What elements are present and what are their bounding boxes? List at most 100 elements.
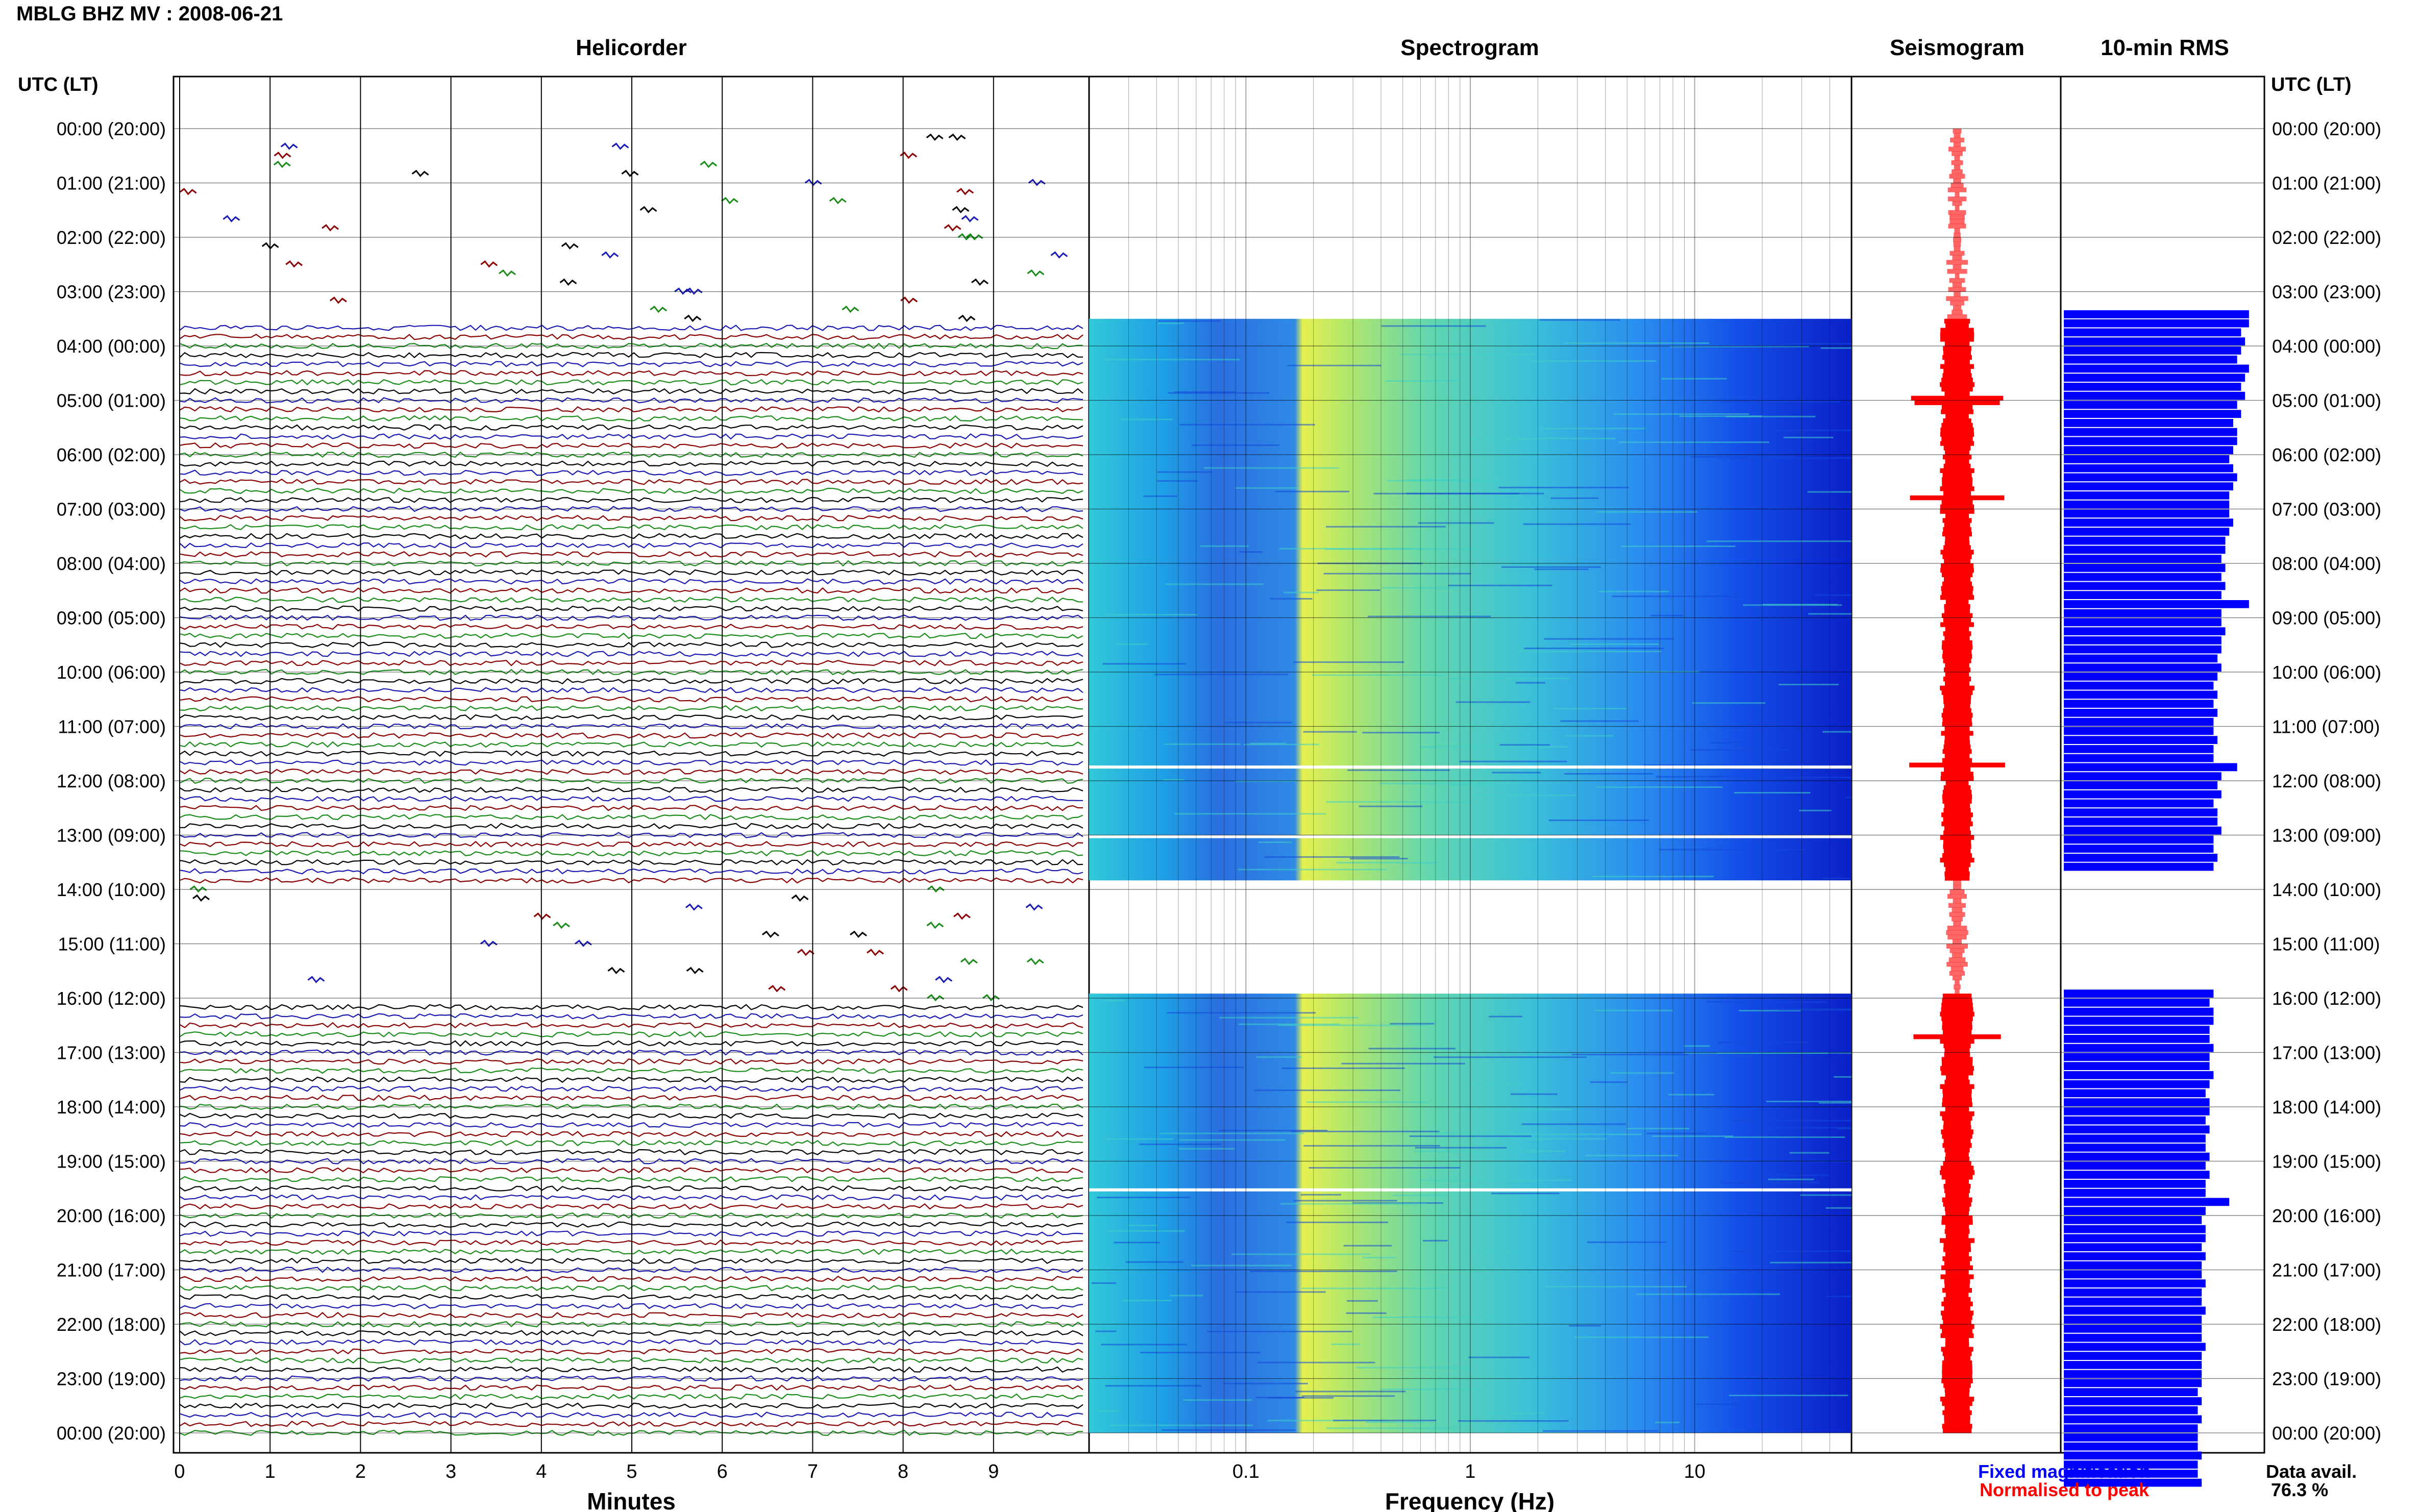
spectrogram-streak xyxy=(1770,429,1852,431)
seismogram-segment xyxy=(1943,527,1971,532)
seismogram-segment xyxy=(1945,323,1969,328)
helicorder-blip xyxy=(768,985,786,993)
time-tick-label-right: 23:00 (19:00) xyxy=(2272,1369,2381,1390)
seismogram-segment xyxy=(1951,183,1964,188)
spectrogram-streak xyxy=(1742,1174,1830,1176)
rms-bar xyxy=(2064,491,2230,500)
helicorder-blip xyxy=(890,985,908,993)
seismogram-segment xyxy=(1940,1324,1974,1329)
seismogram-segment xyxy=(1944,803,1970,808)
rms-bar xyxy=(2064,1180,2206,1188)
minutes-axis-title: Minutes xyxy=(587,1488,676,1512)
seismogram-segment xyxy=(1940,509,1974,514)
helicorder-trace-line xyxy=(179,325,1083,332)
helicorder-trace-line xyxy=(179,1085,1083,1092)
rms-bar xyxy=(2064,1007,2214,1016)
spectrogram-streak xyxy=(1769,1261,1852,1263)
seismogram-segment xyxy=(1943,1125,1971,1130)
helicorder-blip xyxy=(411,169,429,177)
seismogram-segment xyxy=(1943,817,1971,822)
spectrogram-streak xyxy=(1732,1120,1852,1122)
rms-bar xyxy=(2064,446,2233,454)
spectrogram-streak xyxy=(1550,497,1598,499)
seismogram-segment xyxy=(1943,1161,1971,1166)
seismogram-segment xyxy=(1952,310,1963,315)
seismogram-segment xyxy=(1942,1365,1972,1370)
seismogram-segment xyxy=(1940,1111,1974,1117)
helicorder-blip xyxy=(329,296,347,304)
helicorder-blip xyxy=(935,976,953,983)
spectrogram-streak xyxy=(1650,614,1684,616)
spectrogram-streak xyxy=(1157,480,1198,482)
seismogram-segment xyxy=(1945,1233,1969,1238)
seismogram-segment xyxy=(1948,903,1966,908)
seismogram-segment xyxy=(1952,151,1963,156)
seismogram-segment xyxy=(1952,282,1962,288)
spectrogram-streak xyxy=(1692,702,1766,704)
spectrogram-streak xyxy=(1178,1148,1235,1150)
rms-bar xyxy=(2064,1216,2202,1224)
seismogram-segment xyxy=(1941,772,1973,777)
rms-bar xyxy=(2064,645,2221,654)
seismogram-segment xyxy=(1944,359,1970,364)
time-axis-label-right: UTC (LT) xyxy=(2271,74,2352,95)
seismogram-segment xyxy=(1944,341,1970,346)
time-tick-label-left: 22:00 (18:00) xyxy=(57,1314,166,1335)
helicorder-blip xyxy=(611,142,629,150)
rms-bar xyxy=(2064,364,2249,373)
spectrogram-streak xyxy=(1283,591,1319,593)
spectrogram-panel-title: Spectrogram xyxy=(1400,35,1539,60)
spectrogram-streak xyxy=(1236,487,1299,489)
seismogram-segment xyxy=(1947,934,1967,940)
spectrogram-streak xyxy=(1788,342,1852,344)
helicorder-trace-line xyxy=(179,741,1083,748)
seismogram-segment xyxy=(1941,1016,1973,1021)
spectrogram-streak xyxy=(1781,777,1852,779)
helicorder-trace-line xyxy=(179,424,1083,431)
seismogram-segment xyxy=(1943,1138,1971,1144)
seismogram-segment xyxy=(1942,455,1972,460)
rms-bar xyxy=(2064,482,2233,490)
spectrogram-streak xyxy=(1734,791,1811,794)
seismogram-segment xyxy=(1955,205,1960,211)
seismogram-segment xyxy=(1942,473,1972,478)
seismogram-segment xyxy=(1940,1011,1974,1017)
spectrogram-streak xyxy=(1309,1167,1461,1169)
rms-bar xyxy=(2064,1379,2202,1387)
seismogram-segment xyxy=(1953,898,1962,904)
seismogram-segment xyxy=(1944,1419,1970,1424)
seismogram-segment xyxy=(1954,984,1961,989)
time-tick-label-right: 19:00 (15:00) xyxy=(2272,1151,2381,1172)
seismogram-segment xyxy=(1943,676,1971,682)
spectrogram-streak xyxy=(1820,347,1852,349)
seismogram-segment xyxy=(1943,1247,1971,1252)
spectrogram-streak xyxy=(1448,584,1552,586)
spectrogram-streak xyxy=(1543,1430,1659,1432)
seismogram-panel-title: Seismogram xyxy=(1890,35,2025,60)
seismogram-segment xyxy=(1946,962,1968,967)
spectrogram-streak xyxy=(1489,1015,1523,1018)
spectrogram-streak xyxy=(1485,1412,1545,1414)
seismogram-segment xyxy=(1953,241,1961,247)
spectrogram-streak xyxy=(1679,415,1762,417)
helicorder-blip xyxy=(1050,251,1068,259)
rms-bar xyxy=(2064,591,2221,599)
spectrogram-streak xyxy=(1275,490,1350,492)
rms-bar xyxy=(2064,1478,2202,1487)
spectrogram-streak xyxy=(1096,1197,1190,1199)
helicorder-blip xyxy=(684,314,702,322)
spectrogram-gap-line xyxy=(1089,835,1852,838)
seismogram-segment xyxy=(1949,173,1965,179)
seismogram-segment xyxy=(1942,1093,1972,1098)
seismogram-segment xyxy=(1949,912,1965,917)
spectrogram-streak xyxy=(1768,1178,1814,1180)
spectrogram-streak xyxy=(1300,1194,1341,1196)
seismogram-segment xyxy=(1944,1279,1970,1284)
spectrogram-streak xyxy=(1510,1093,1558,1095)
seismogram-segment xyxy=(1940,468,1974,473)
rms-bar xyxy=(2064,1225,2206,1233)
helicorder-trace-line xyxy=(179,524,1083,531)
spectrogram-streak xyxy=(1144,1067,1244,1069)
time-tick-label-right: 14:00 (10:00) xyxy=(2272,879,2381,900)
